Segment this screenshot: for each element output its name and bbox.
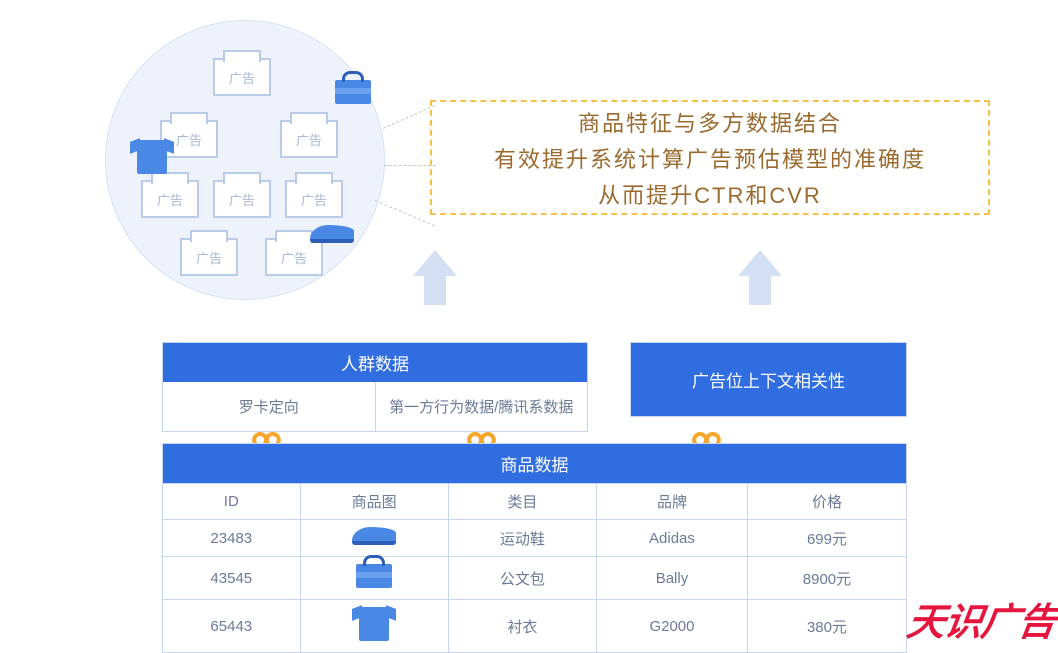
ad-box: 广告 xyxy=(280,120,338,158)
shirt-icon xyxy=(137,140,167,174)
connector-line xyxy=(383,105,435,129)
cell-image xyxy=(300,557,448,600)
cell-category: 公文包 xyxy=(448,557,596,600)
watermark-logo: 天识广告 xyxy=(904,591,1058,646)
cell-brand: G2000 xyxy=(596,600,747,653)
callout-line-1: 商品特征与多方数据结合 xyxy=(578,106,842,138)
cell-brand: Adidas xyxy=(596,520,747,557)
cell-category: 衬衣 xyxy=(448,600,596,653)
table-column-header: 品牌 xyxy=(596,484,747,520)
ad-box: 广告 xyxy=(213,58,271,96)
cell-price: 380元 xyxy=(747,600,906,653)
up-arrow-icon xyxy=(415,250,455,305)
bag-icon xyxy=(335,80,371,104)
connector-line xyxy=(375,200,435,226)
table-row: 43545 公文包Bally8900元 xyxy=(163,557,907,600)
table-column-header: 类目 xyxy=(448,484,596,520)
cell-id: 65443 xyxy=(163,600,301,653)
table-row: 23483 运动鞋Adidas699元 xyxy=(163,520,907,557)
ad-box: 广告 xyxy=(285,180,343,218)
ad-box: 广告 xyxy=(213,180,271,218)
connector-line xyxy=(384,165,436,166)
ad-box: 广告 xyxy=(141,180,199,218)
table-column-header: ID xyxy=(163,484,301,520)
shoe-icon xyxy=(310,225,354,243)
cell-id: 43545 xyxy=(163,557,301,600)
product-table-title: 商品数据 xyxy=(163,444,907,484)
table-column-header: 商品图 xyxy=(300,484,448,520)
cell-id: 23483 xyxy=(163,520,301,557)
cell-brand: Bally xyxy=(596,557,747,600)
cell-image xyxy=(300,520,448,557)
cell-category: 运动鞋 xyxy=(448,520,596,557)
context-panel: 广告位上下文相关性 xyxy=(630,342,907,417)
cell-price: 8900元 xyxy=(747,557,906,600)
cell-price: 699元 xyxy=(747,520,906,557)
population-panel: 人群数据 罗卡定向 第一方行为数据/腾讯系数据 xyxy=(162,342,588,432)
ad-box: 广告 xyxy=(265,238,323,276)
ad-box: 广告 xyxy=(180,238,238,276)
callout-line-2: 有效提升系统计算广告预估模型的准确度 xyxy=(494,142,926,174)
table-row: 65443 衬衣G2000380元 xyxy=(163,600,907,653)
cell-image xyxy=(300,600,448,653)
context-panel-title: 广告位上下文相关性 xyxy=(631,343,906,416)
table-column-header: 价格 xyxy=(747,484,906,520)
callout-line-3: 从而提升CTR和CVR xyxy=(598,178,822,210)
population-panel-title: 人群数据 xyxy=(163,343,587,382)
up-arrow-icon xyxy=(740,250,780,305)
product-table: 商品数据 ID商品图类目品牌价格 23483运动鞋Adidas699元43545… xyxy=(162,443,907,653)
callout-box: 商品特征与多方数据结合 有效提升系统计算广告预估模型的准确度 从而提升CTR和C… xyxy=(430,100,990,215)
